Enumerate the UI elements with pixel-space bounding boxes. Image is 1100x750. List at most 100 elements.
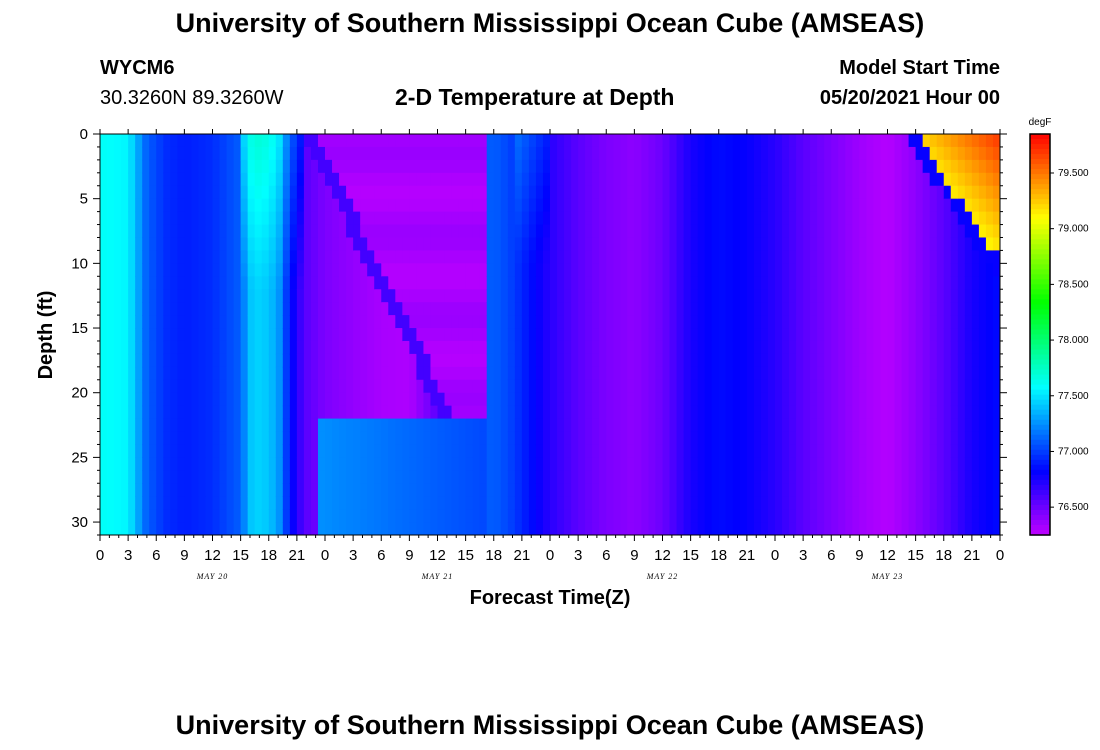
heatmap-cell — [240, 444, 249, 458]
heatmap-cell — [718, 431, 727, 446]
heatmap-cell — [254, 263, 263, 277]
heatmap-cell — [613, 250, 621, 264]
heatmap-cell — [613, 134, 621, 148]
heatmap-cell — [472, 328, 481, 342]
heatmap-cell — [374, 444, 382, 458]
heatmap-cell — [683, 302, 692, 316]
heatmap-cell — [732, 366, 741, 381]
colorbar-swatch — [1030, 309, 1050, 316]
heatmap-cell — [128, 366, 136, 381]
heatmap-cell — [782, 522, 790, 535]
heatmap-cell — [732, 289, 741, 303]
heatmap-cell — [142, 340, 150, 355]
heatmap-cell — [381, 470, 389, 484]
heatmap-cell — [170, 366, 178, 381]
heatmap-cell — [697, 366, 706, 381]
heatmap-cell — [233, 392, 242, 407]
heatmap-cell — [128, 250, 136, 264]
heatmap-cell — [261, 172, 270, 187]
heatmap-cell — [564, 405, 572, 420]
heatmap-cell — [683, 366, 692, 381]
heatmap-cell — [824, 289, 832, 303]
heatmap-cell — [339, 457, 347, 471]
heatmap-cell — [226, 431, 235, 446]
heatmap-cell — [690, 379, 699, 394]
heatmap-cell — [578, 315, 586, 329]
heatmap-cell — [528, 444, 537, 458]
heatmap-cell — [535, 431, 544, 446]
heatmap-cell — [557, 224, 565, 239]
heatmap-cell — [732, 431, 741, 446]
heatmap-cell — [641, 250, 650, 264]
heatmap-cell — [114, 134, 122, 148]
heatmap-cell — [353, 289, 361, 303]
heatmap-cell — [606, 379, 614, 394]
heatmap-cell — [289, 340, 298, 355]
heatmap-cell — [971, 315, 980, 329]
heatmap-cell — [655, 276, 664, 290]
heatmap-cell — [493, 340, 502, 355]
heatmap-cell — [739, 457, 748, 471]
heatmap-cell — [289, 328, 298, 342]
heatmap-cell — [655, 496, 664, 510]
heatmap-cell — [282, 289, 291, 303]
heatmap-cell — [655, 263, 664, 277]
heatmap-cell — [985, 444, 994, 458]
heatmap-cell — [810, 211, 818, 226]
heatmap-cell — [887, 263, 896, 277]
heatmap-cell — [648, 250, 657, 264]
heatmap-cell — [261, 392, 270, 407]
heatmap-cell — [599, 134, 607, 148]
heatmap-cell — [810, 444, 818, 458]
heatmap-cell — [943, 379, 952, 394]
heatmap-cell — [571, 392, 579, 407]
heatmap-cell — [648, 276, 657, 290]
heatmap-cell — [599, 237, 607, 252]
heatmap-cell — [114, 185, 122, 200]
heatmap-cell — [782, 134, 790, 148]
heatmap-cell — [690, 340, 699, 355]
heatmap-cell — [542, 366, 551, 381]
heatmap-cell — [789, 444, 797, 458]
heatmap-cell — [367, 276, 375, 290]
heatmap-cell — [282, 315, 291, 329]
heatmap-cell — [613, 496, 621, 510]
heatmap-cell — [817, 185, 825, 200]
heatmap-cell — [240, 263, 249, 277]
heatmap-cell — [753, 444, 762, 458]
heatmap-cell — [212, 224, 221, 239]
heatmap-cell — [866, 366, 875, 381]
heatmap-cell — [662, 315, 671, 329]
heatmap-cell — [866, 431, 875, 446]
heatmap-cell — [142, 353, 150, 368]
heatmap-cell — [191, 496, 200, 510]
heatmap-cell — [908, 185, 917, 200]
heatmap-cell — [810, 134, 818, 148]
heatmap-cell — [760, 340, 769, 355]
heatmap-cell — [198, 483, 207, 497]
heatmap-cell — [353, 198, 361, 213]
heatmap-cell — [282, 522, 291, 535]
heatmap-cell — [697, 418, 706, 433]
heatmap-cell — [402, 328, 410, 342]
heatmap-cell — [887, 444, 896, 458]
heatmap-cell — [789, 366, 797, 381]
heatmap-cell — [831, 146, 839, 161]
heatmap-cell — [409, 250, 418, 264]
heatmap-cell — [936, 457, 945, 471]
heatmap-cell — [746, 496, 755, 510]
heatmap-cell — [571, 172, 579, 187]
heatmap-cell — [135, 328, 143, 342]
heatmap-cell — [789, 496, 797, 510]
heatmap-cell — [550, 353, 558, 368]
heatmap-cell — [198, 457, 207, 471]
heatmap-cell — [606, 353, 614, 368]
heatmap-cell — [184, 418, 193, 433]
heatmap-cell — [753, 211, 762, 226]
heatmap-cell — [866, 263, 875, 277]
heatmap-cell — [240, 134, 249, 148]
x-tick-label: 18 — [260, 547, 277, 564]
heatmap-cell — [514, 431, 523, 446]
heatmap-cell — [887, 483, 896, 497]
heatmap-cell — [662, 134, 671, 148]
